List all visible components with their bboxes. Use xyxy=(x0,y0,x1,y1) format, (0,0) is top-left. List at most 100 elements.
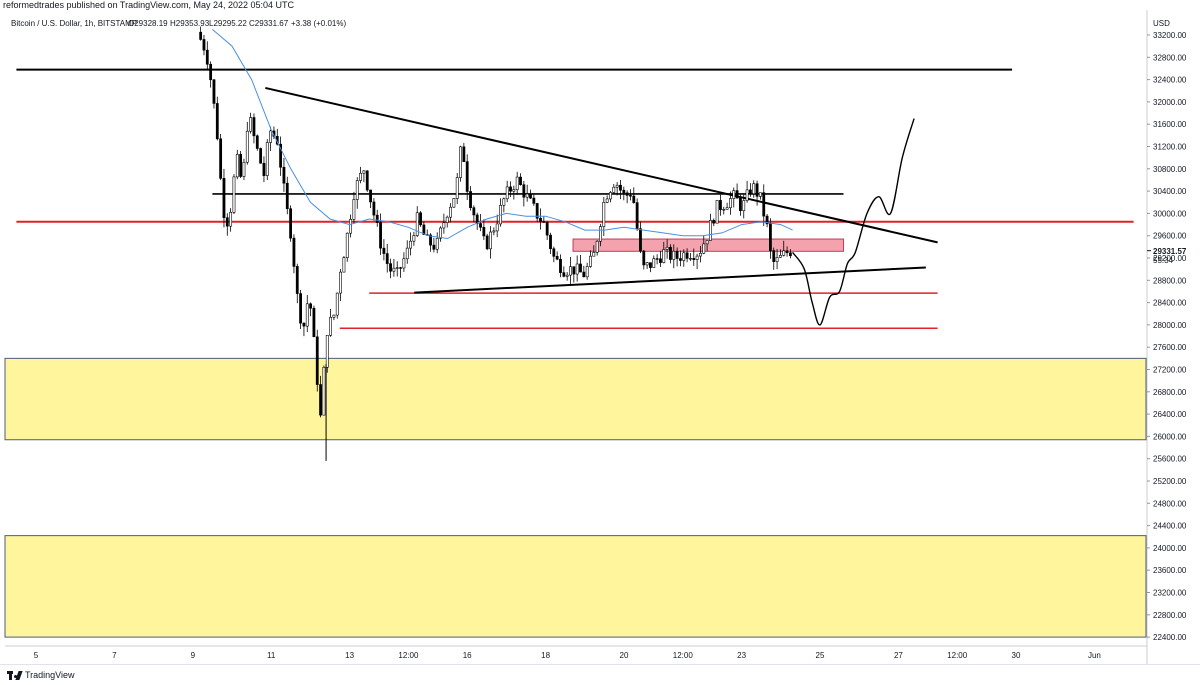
candle-body xyxy=(562,272,566,277)
candle-body xyxy=(575,263,579,275)
candle-body xyxy=(202,39,206,51)
price-tick-label: 30400.00 xyxy=(1153,187,1187,196)
candle-body xyxy=(742,200,746,211)
time-tick-label: 30 xyxy=(1012,651,1021,660)
price-tick-label: 24000.00 xyxy=(1153,544,1187,553)
candle-body xyxy=(765,215,769,225)
candle-body xyxy=(375,214,379,223)
candle-body xyxy=(409,240,412,249)
candle-body xyxy=(602,202,606,227)
symbol-legend: Bitcoin / U.S. Dollar, 1h, BITSTAMP O293… xyxy=(11,19,346,28)
candle-body xyxy=(692,258,696,260)
price-tick-label: 22800.00 xyxy=(1153,611,1187,620)
candle-body xyxy=(579,263,582,273)
price-tick-label: 31200.00 xyxy=(1153,143,1187,152)
candle-body xyxy=(302,322,306,327)
candle-body xyxy=(372,201,376,216)
candle-body xyxy=(599,226,602,242)
candle-body xyxy=(609,192,612,200)
legend-open: O29328.19 xyxy=(128,19,168,28)
time-tick-label: 12:00 xyxy=(398,651,419,660)
countdown-value: 55:34 xyxy=(1153,256,1174,265)
price-axis[interactable]: 33200.00 32800.00 32400.00 32000.00 31600.00… xyxy=(1146,10,1200,664)
candle-body xyxy=(739,197,742,211)
time-tick-label: 5 xyxy=(34,651,39,660)
price-tick-label: 33200.00 xyxy=(1153,31,1187,40)
published-text: reformedtrades published on TradingView.… xyxy=(3,0,294,10)
candle-body xyxy=(459,146,462,178)
candle-body xyxy=(632,195,636,203)
candle-body xyxy=(405,247,409,260)
candle-body xyxy=(279,143,283,168)
moving-average-line xyxy=(212,29,793,240)
candle-body xyxy=(235,154,239,178)
candle-body xyxy=(769,223,772,251)
candle-body xyxy=(672,250,676,260)
candle-body xyxy=(725,207,729,210)
candle-body xyxy=(239,154,243,177)
price-tick-label: 23600.00 xyxy=(1153,566,1187,575)
candle-body xyxy=(479,223,482,228)
candle-body xyxy=(509,186,512,192)
levels-layer xyxy=(16,68,1134,329)
candle-body xyxy=(212,79,216,104)
candle-body xyxy=(402,258,406,269)
price-tick-label: 22400.00 xyxy=(1153,633,1187,642)
candle-body xyxy=(415,212,419,236)
candle-body xyxy=(535,203,539,219)
price-tick-label: 32800.00 xyxy=(1153,53,1187,62)
demand-zone xyxy=(4,357,1147,441)
candle-body xyxy=(649,262,652,268)
candle-body xyxy=(585,266,589,278)
candle-body xyxy=(422,224,426,235)
price-tick-label: 27600.00 xyxy=(1153,343,1187,352)
candle-body xyxy=(412,235,416,242)
candle-body xyxy=(555,256,559,260)
ascending-trendline xyxy=(414,266,926,294)
candle-body xyxy=(752,183,756,195)
candle-body xyxy=(392,267,396,272)
time-tick-label: 27 xyxy=(894,651,903,660)
candle-body xyxy=(339,271,342,294)
candle-body xyxy=(679,258,682,261)
price-chart[interactable]: 33200.00 32800.00 32400.00 32000.00 31600.00… xyxy=(0,0,1200,664)
price-tick-label: 26400.00 xyxy=(1153,410,1187,419)
candle-body xyxy=(685,252,689,259)
candle-body xyxy=(315,336,319,385)
candle-body xyxy=(199,31,203,40)
candle-body xyxy=(689,258,692,260)
candle-body xyxy=(719,200,722,210)
candle-body xyxy=(465,161,469,192)
candle-body xyxy=(255,135,259,149)
price-tick-label: 28400.00 xyxy=(1153,299,1187,308)
candle-body xyxy=(512,189,516,192)
candle-body xyxy=(395,267,399,269)
candle-body xyxy=(522,184,526,198)
candle-body xyxy=(319,384,322,416)
candle-body xyxy=(592,252,596,257)
candle-body xyxy=(449,206,452,218)
candle-body xyxy=(779,254,782,258)
candle-body xyxy=(345,232,349,258)
time-tick-label: 9 xyxy=(191,651,196,660)
legend-change: +3.38 (+0.01%) xyxy=(291,19,346,28)
candle-body xyxy=(532,197,536,204)
candle-body xyxy=(495,223,499,232)
candle-body xyxy=(589,255,592,267)
candle-body xyxy=(295,266,299,294)
candle-body xyxy=(329,317,332,336)
candle-body xyxy=(229,212,233,227)
time-tick-label: 20 xyxy=(620,651,629,660)
candle-body xyxy=(655,258,659,260)
candle-body xyxy=(419,212,422,226)
candle-body xyxy=(362,170,366,174)
candle-body xyxy=(652,258,656,268)
candle-body xyxy=(525,193,529,198)
candle-body xyxy=(289,208,293,239)
candle-body xyxy=(619,184,622,191)
projection-layer xyxy=(792,118,915,326)
candles-layer xyxy=(199,26,792,461)
price-tick-label: 31600.00 xyxy=(1153,120,1187,129)
candle-body xyxy=(675,250,679,259)
time-axis[interactable]: 5 7 9 11 13 12:00 16 18 20 12:00 23 25 27 12:00 30 Jun xyxy=(5,645,1147,660)
